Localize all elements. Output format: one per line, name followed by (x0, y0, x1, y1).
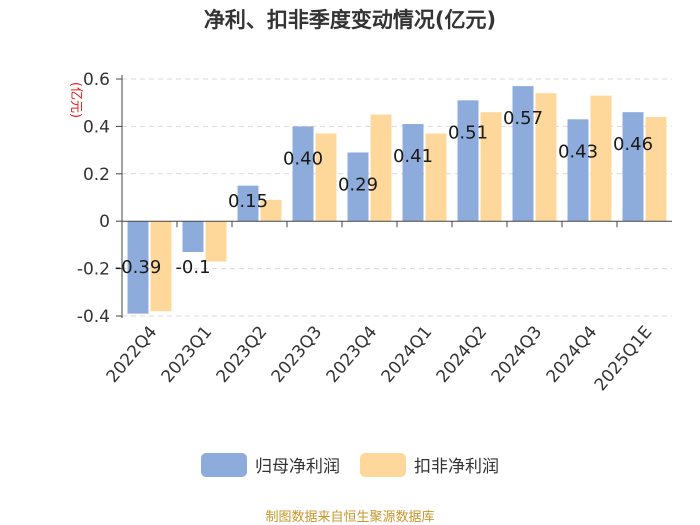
chart-title: 净利、扣非季度变动情况(亿元) (203, 8, 497, 32)
bar-series-1 (237, 185, 259, 222)
data-label: 0.29 (338, 174, 378, 195)
data-label: -0.39 (115, 257, 162, 278)
data-label: 0.51 (448, 122, 488, 143)
bar-series-1 (567, 119, 589, 222)
bars (127, 86, 667, 314)
legend: 归母净利润 扣非净利润 (0, 452, 700, 477)
y-axis-ticks: -0.4 -0.2 0 0.2 0.4 0.6 (77, 70, 122, 327)
bar-series-2 (480, 112, 502, 222)
x-tick-label: 2024Q2 (433, 322, 492, 387)
x-tick-label: 2024Q3 (488, 322, 547, 387)
bar-series-2 (370, 114, 392, 222)
bar-series-2 (590, 95, 612, 222)
x-tick-label: 2023Q2 (213, 322, 272, 387)
bar-series-2 (645, 116, 667, 222)
legend-label-series-1: 归母净利润 (255, 457, 340, 477)
bar-series-1 (402, 124, 424, 222)
y-tick-label: -0.2 (77, 260, 110, 280)
bar-series-2 (315, 133, 337, 222)
legend-swatch-series-2 (360, 452, 406, 477)
legend-item-series-2[interactable]: 扣非净利润 (360, 452, 499, 477)
data-label: -0.1 (175, 257, 210, 278)
axes (121, 75, 672, 318)
x-tick-label: 2025Q1E (591, 322, 657, 395)
x-tick-label: 2023Q1 (158, 322, 217, 387)
bar-series-2 (205, 221, 227, 262)
legend-item-series-1[interactable]: 归母净利润 (201, 452, 340, 477)
x-tick-label: 2024Q1 (378, 322, 437, 387)
data-label: 0.57 (503, 108, 543, 129)
y-tick-label: 0.4 (83, 117, 110, 137)
data-source-note: 制图数据来自恒生聚源数据库 (265, 510, 435, 525)
bar-chart: -0.4-0.200.20.40.6 2022Q42023Q12023Q2202… (68, 70, 672, 395)
bar-series-2 (260, 199, 282, 222)
bar-series-1 (622, 112, 644, 222)
y-tick-label: -0.4 (77, 307, 110, 327)
grid-lines (122, 78, 672, 317)
x-tick-label: 2023Q3 (268, 322, 327, 387)
data-label: 0.46 (613, 134, 653, 155)
y-axis-label: (亿元) (68, 82, 83, 118)
bar-series-1 (347, 152, 369, 222)
x-tick-label: 2022Q4 (103, 322, 162, 387)
bar-series-1 (512, 86, 534, 222)
bar-series-1 (182, 221, 204, 253)
bar-series-1 (292, 126, 314, 222)
data-label: 0.43 (558, 141, 598, 162)
data-label: 0.41 (393, 146, 433, 167)
legend-swatch-series-1 (201, 452, 247, 477)
y-tick-label: 0 (99, 212, 110, 232)
y-tick-label: 0.2 (83, 165, 110, 185)
y-tick-label: 0.6 (83, 70, 110, 90)
data-label: 0.15 (228, 191, 268, 212)
bar-series-2 (535, 93, 557, 222)
bar-series-2 (425, 133, 447, 222)
bar-series-1 (127, 221, 149, 314)
bar-series-1 (457, 100, 479, 222)
data-label: 0.40 (283, 148, 323, 169)
x-tick-label: 2024Q4 (543, 322, 602, 387)
bar-series-2 (150, 221, 172, 312)
legend-label-series-2: 扣非净利润 (414, 457, 499, 477)
data-labels: -0.39 -0.1 0.15 0.40 0.29 0.41 0.51 0.57 0.43 0.4… (115, 108, 653, 278)
x-tick-label: 2023Q4 (323, 322, 382, 387)
